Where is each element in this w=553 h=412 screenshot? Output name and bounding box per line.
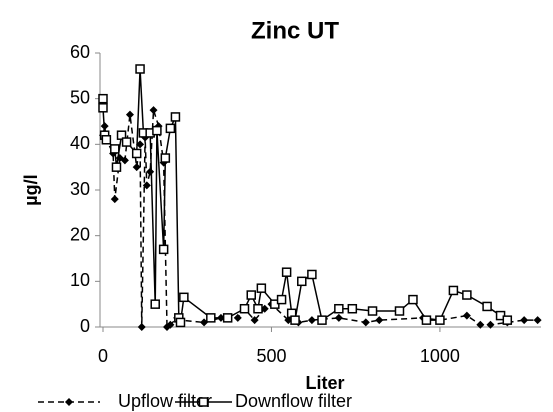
y-tick-label: 0	[80, 316, 90, 336]
y-tick-label: 50	[70, 87, 90, 107]
x-tick-label: 500	[256, 346, 286, 366]
data-point	[290, 315, 300, 325]
data-point	[111, 162, 122, 172]
data-point	[98, 103, 108, 113]
data-point	[276, 294, 287, 305]
y-tick-label: 20	[70, 224, 90, 244]
data-point	[482, 301, 492, 312]
data-point	[476, 320, 485, 329]
data-point	[152, 125, 162, 136]
y-tick-label: 10	[70, 270, 90, 290]
data-point	[246, 290, 256, 300]
data-point	[98, 93, 108, 104]
data-point	[502, 315, 513, 325]
data-point	[334, 303, 344, 314]
data-point	[421, 315, 432, 325]
y-axis-label: µg/l	[21, 174, 41, 205]
data-point	[486, 320, 495, 329]
data-point	[281, 267, 292, 277]
data-point	[394, 306, 405, 316]
data-point	[142, 181, 151, 190]
data-point	[110, 195, 119, 204]
y-tick-label: 60	[70, 42, 90, 62]
data-point	[206, 313, 216, 323]
legend-label: Upflow filter	[118, 391, 212, 411]
data-point	[175, 317, 186, 328]
data-point	[165, 123, 176, 134]
data-point	[375, 316, 384, 325]
legend-marker	[198, 397, 209, 407]
data-point	[110, 144, 120, 154]
x-axis-label: Liter	[305, 373, 344, 393]
data-point	[135, 64, 145, 74]
data-point	[222, 313, 233, 323]
legend-label: Downflow filter	[235, 391, 352, 411]
data-point	[307, 269, 317, 280]
x-tick-label: 0	[98, 346, 108, 366]
data-point	[462, 290, 472, 300]
data-point	[233, 313, 242, 322]
data-point	[170, 112, 181, 122]
data-point	[347, 303, 358, 314]
legend-marker	[65, 398, 73, 406]
data-point	[239, 303, 250, 314]
data-point	[250, 316, 259, 325]
data-point	[149, 106, 158, 115]
data-point	[367, 306, 378, 316]
data-point	[435, 315, 445, 325]
data-point	[297, 276, 307, 287]
data-point	[334, 313, 343, 322]
data-point	[146, 167, 155, 176]
data-point	[158, 244, 169, 255]
x-tick-label: 1000	[420, 346, 460, 366]
data-point	[121, 137, 132, 147]
data-point	[253, 303, 263, 314]
data-point	[136, 140, 145, 149]
data-point	[101, 135, 112, 145]
chart-title: Zinc UT	[251, 17, 339, 44]
data-point	[256, 283, 267, 293]
data-point	[137, 323, 146, 331]
data-point	[533, 316, 542, 325]
data-point	[361, 318, 370, 327]
data-point	[150, 299, 160, 309]
data-point	[131, 148, 142, 159]
data-point	[125, 110, 134, 119]
data-point	[520, 316, 529, 325]
data-point	[307, 316, 316, 325]
y-tick-label: 40	[70, 133, 90, 153]
y-tick-label: 30	[70, 179, 90, 199]
data-point	[408, 294, 418, 305]
data-point	[166, 320, 175, 329]
data-point	[179, 292, 189, 303]
data-point	[462, 311, 471, 320]
data-point	[132, 163, 141, 172]
data-point	[120, 156, 129, 165]
data-point	[448, 285, 459, 296]
data-point	[317, 315, 327, 325]
data-point	[160, 153, 171, 163]
data-point	[116, 130, 127, 140]
